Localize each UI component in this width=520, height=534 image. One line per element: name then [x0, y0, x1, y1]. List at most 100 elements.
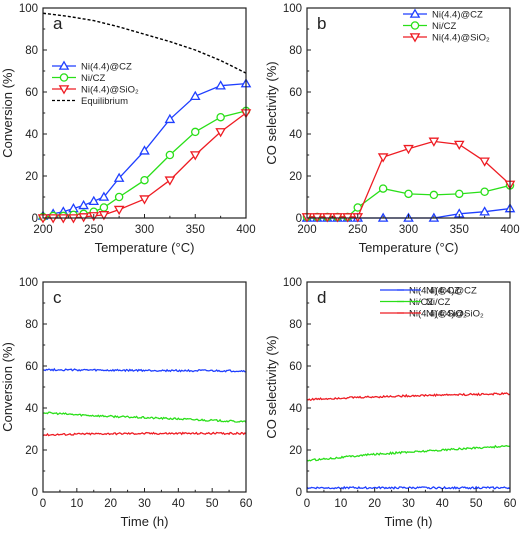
- panel-b: 200 250 300 350 400 0 20 40 60 80 100 Temperature (…: [264, 3, 520, 255]
- legend-marker: [409, 33, 421, 43]
- legend-marker: [410, 21, 420, 30]
- x-axis-title: Temperature (°C): [359, 240, 459, 255]
- legend-label: Ni(4.4)@SiO₂: [409, 308, 467, 319]
- legend-marker: [58, 60, 70, 70]
- x-tick-label: 50: [206, 498, 219, 510]
- panel-d: 0 10 20 30 40 50 60 0 20 40 60 80 100 Time (h) CO sele…: [264, 277, 516, 529]
- legend-entry: Ni(4.4)@SiO₂: [397, 308, 484, 319]
- data-point: [479, 206, 490, 216]
- x-tick-label: 30: [138, 498, 151, 510]
- data-point: [453, 140, 465, 151]
- x-tick-label: 350: [186, 224, 205, 236]
- legend-label: Equilibrium: [81, 96, 128, 107]
- series-ni-4-4-sio-: [37, 109, 252, 224]
- panel-label: d: [317, 288, 326, 307]
- legend-entry: Ni/CZ: [403, 21, 456, 32]
- data-point: [99, 203, 109, 212]
- data-point: [454, 189, 464, 199]
- data-point: [428, 137, 440, 147]
- series-ni-4-4-cz: [37, 78, 252, 220]
- x-tick-label: 300: [399, 224, 418, 236]
- x-tick-label: 250: [348, 224, 367, 236]
- x-tick-label: 60: [504, 498, 517, 510]
- x-tick-label: 0: [304, 498, 310, 510]
- legend-marker: [59, 73, 69, 82]
- x-tick-label: 400: [236, 224, 255, 236]
- data-point: [190, 127, 200, 137]
- y-tick-label: 60: [289, 361, 302, 373]
- y-axis-title: CO selectivity (%): [264, 61, 279, 164]
- data-point: [429, 190, 439, 200]
- y-axis-title: Conversion (%): [0, 68, 15, 158]
- series-line: [42, 411, 247, 423]
- series-ni-cz: [42, 411, 247, 423]
- series-line: [42, 367, 247, 373]
- x-tick-label: 50: [470, 498, 483, 510]
- data-point: [78, 199, 89, 210]
- x-tick-label: 30: [402, 498, 415, 510]
- y-tick-label: 80: [289, 45, 302, 57]
- legend-entry: Ni(4.4)@SiO₂: [52, 84, 139, 95]
- y-tick-label: 0: [32, 213, 38, 225]
- legend-entry: Ni/CZ: [52, 73, 105, 84]
- y-tick-label: 40: [25, 403, 38, 415]
- data-point: [377, 153, 389, 163]
- legend-label: Ni(4.4)@CZ: [81, 61, 132, 72]
- legend-entry: Ni(4.4)@CZ: [52, 60, 132, 72]
- legend-label: Ni/CZ: [432, 21, 456, 32]
- legend-label: Ni(4.4)@CZ: [426, 285, 477, 296]
- plot-frame: [42, 7, 247, 219]
- data-point: [404, 189, 413, 199]
- series-ni-4-4-sio-: [42, 431, 247, 437]
- data-point: [215, 80, 226, 90]
- plot-frame: [42, 281, 247, 493]
- legend-label: Ni/CZ: [426, 297, 450, 308]
- x-tick-label: 40: [172, 498, 185, 510]
- data-point: [378, 184, 388, 193]
- data-point: [113, 172, 125, 182]
- legend-label: Ni/CZ: [81, 73, 105, 84]
- series-line: [306, 391, 511, 402]
- data-point: [98, 191, 110, 201]
- data-point: [140, 175, 149, 185]
- data-point: [113, 205, 125, 216]
- y-tick-label: 20: [25, 171, 38, 183]
- x-tick-label: 400: [500, 224, 519, 236]
- legend-marker: [58, 85, 70, 95]
- panel-label: a: [53, 14, 63, 33]
- y-tick-label: 0: [296, 213, 302, 225]
- legend-entry: Ni(4.4)@CZ: [397, 285, 477, 296]
- series-equilibrium: [42, 12, 247, 74]
- legend-label: Ni(4.4)@SiO₂: [432, 32, 490, 43]
- legend-entry: Ni/CZ: [397, 297, 450, 308]
- y-tick-label: 40: [25, 129, 38, 141]
- series-line: [306, 444, 511, 462]
- legend-marker: [409, 8, 421, 18]
- series-ni-4-4-sio-: [306, 391, 511, 402]
- x-tick-label: 350: [450, 224, 469, 236]
- y-tick-label: 20: [25, 445, 38, 457]
- data-point: [98, 211, 110, 221]
- data-point: [165, 150, 175, 160]
- legend-label: Ni(4.4)@SiO₂: [426, 308, 484, 319]
- data-point: [88, 195, 100, 205]
- x-tick-label: 250: [84, 224, 103, 236]
- legend-label: Ni(4.4)@CZ: [432, 9, 483, 20]
- data-point: [164, 113, 176, 124]
- data-point: [139, 195, 150, 205]
- data-point: [139, 145, 150, 155]
- x-tick-label: 200: [33, 224, 52, 236]
- series-ni-cz: [306, 444, 511, 462]
- x-tick-label: 10: [334, 498, 347, 510]
- x-axis-title: Time (h): [121, 514, 169, 529]
- x-tick-label: 0: [40, 498, 46, 510]
- y-tick-label: 80: [25, 45, 38, 57]
- x-tick-label: 20: [104, 498, 117, 510]
- data-point: [216, 112, 225, 122]
- panel-label: c: [53, 288, 62, 307]
- x-axis-title: Time (h): [385, 514, 433, 529]
- y-tick-label: 0: [32, 487, 38, 499]
- legend-entry: Ni(4.4)@CZ: [403, 8, 483, 20]
